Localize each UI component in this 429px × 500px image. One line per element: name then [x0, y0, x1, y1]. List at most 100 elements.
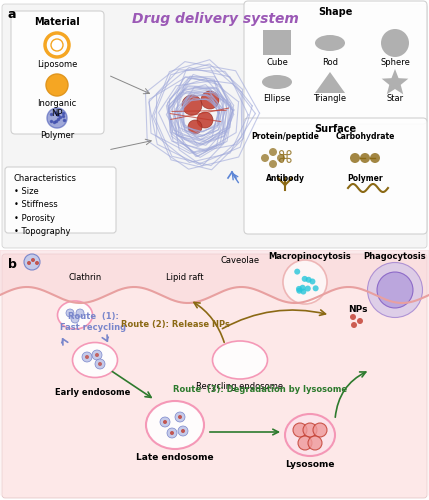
Text: Material: Material [34, 17, 80, 27]
FancyBboxPatch shape [2, 254, 427, 498]
Circle shape [24, 254, 40, 270]
Circle shape [351, 322, 357, 328]
Text: Clathrin: Clathrin [68, 273, 102, 282]
Ellipse shape [73, 342, 118, 378]
Ellipse shape [285, 414, 335, 456]
Circle shape [71, 315, 79, 323]
Circle shape [182, 95, 202, 115]
Circle shape [313, 423, 327, 437]
Text: Antibody: Antibody [266, 174, 305, 183]
FancyBboxPatch shape [2, 4, 427, 248]
Text: NPs: NPs [348, 305, 368, 314]
Text: ⌘: ⌘ [277, 149, 293, 167]
Text: Early endosome: Early endosome [55, 388, 130, 397]
Circle shape [197, 112, 213, 128]
Circle shape [167, 428, 177, 438]
Circle shape [51, 39, 63, 51]
Ellipse shape [57, 301, 93, 329]
Text: Macropinocytosis: Macropinocytosis [269, 252, 351, 261]
Circle shape [300, 288, 306, 294]
Circle shape [302, 276, 308, 282]
FancyBboxPatch shape [244, 1, 427, 124]
FancyBboxPatch shape [244, 118, 427, 234]
FancyBboxPatch shape [263, 30, 291, 55]
Text: b: b [8, 258, 17, 271]
Circle shape [360, 153, 370, 163]
Circle shape [293, 423, 307, 437]
Text: Route  (3): Degradation by lysosome: Route (3): Degradation by lysosome [173, 386, 347, 394]
Circle shape [377, 272, 413, 308]
Circle shape [269, 160, 277, 168]
Text: Recycling endosome: Recycling endosome [196, 382, 284, 391]
Polygon shape [382, 69, 408, 94]
FancyBboxPatch shape [5, 167, 116, 233]
Circle shape [76, 309, 84, 317]
Circle shape [305, 286, 311, 292]
Circle shape [313, 286, 319, 292]
Circle shape [277, 154, 285, 162]
Circle shape [31, 258, 35, 262]
Text: Polymer: Polymer [347, 174, 383, 183]
Circle shape [296, 288, 302, 294]
Text: Route (2): Release NPs: Route (2): Release NPs [121, 320, 230, 330]
Circle shape [201, 91, 219, 109]
Ellipse shape [146, 401, 204, 449]
Text: Characteristics
• Size
• Stiffness
• Porosity
• Topography: Characteristics • Size • Stiffness • Por… [14, 174, 77, 236]
Text: Carbohydrate: Carbohydrate [335, 132, 395, 141]
Circle shape [309, 278, 315, 284]
Ellipse shape [368, 262, 423, 318]
Text: Cube: Cube [266, 58, 288, 67]
Circle shape [175, 412, 185, 422]
Text: Drug delivery system: Drug delivery system [132, 12, 299, 26]
Circle shape [35, 261, 39, 265]
Circle shape [170, 431, 174, 435]
Circle shape [181, 429, 185, 433]
Circle shape [299, 284, 305, 290]
Circle shape [178, 415, 182, 419]
Text: Shape: Shape [318, 7, 352, 17]
Ellipse shape [262, 75, 292, 89]
Text: Liposome: Liposome [37, 60, 77, 69]
Circle shape [160, 417, 170, 427]
Circle shape [95, 359, 105, 369]
Text: Late endosome: Late endosome [136, 453, 214, 462]
Circle shape [92, 350, 102, 360]
Circle shape [350, 153, 360, 163]
Circle shape [188, 120, 202, 134]
Circle shape [98, 362, 102, 366]
Circle shape [305, 277, 311, 283]
Text: Sphere: Sphere [380, 58, 410, 67]
Circle shape [46, 74, 68, 96]
Ellipse shape [212, 341, 268, 379]
Text: Ellipse: Ellipse [263, 94, 291, 103]
Text: Inorganic
NP: Inorganic NP [37, 99, 77, 118]
FancyBboxPatch shape [11, 11, 104, 134]
Circle shape [294, 268, 300, 274]
Circle shape [95, 353, 99, 357]
Circle shape [82, 352, 92, 362]
Text: Lipid raft: Lipid raft [166, 273, 204, 282]
Ellipse shape [315, 35, 345, 51]
Circle shape [350, 314, 356, 320]
Text: Lysosome: Lysosome [285, 460, 335, 469]
Polygon shape [315, 72, 345, 93]
Text: Phagocytosis: Phagocytosis [364, 252, 426, 261]
Text: Protein/peptide: Protein/peptide [251, 132, 319, 141]
Text: a: a [8, 8, 16, 21]
Text: Star: Star [387, 94, 404, 103]
Text: Polymer: Polymer [40, 131, 74, 140]
Circle shape [296, 286, 302, 292]
Circle shape [357, 318, 363, 324]
Circle shape [66, 309, 74, 317]
Text: Caveolae: Caveolae [221, 256, 260, 265]
Circle shape [283, 260, 327, 304]
Circle shape [308, 436, 322, 450]
Circle shape [298, 436, 312, 450]
Circle shape [47, 108, 67, 128]
Circle shape [27, 261, 31, 265]
Circle shape [370, 153, 380, 163]
Text: Rod: Rod [322, 58, 338, 67]
Circle shape [261, 154, 269, 162]
Text: Route  (1):
Fast recycling: Route (1): Fast recycling [60, 312, 126, 332]
Text: Surface: Surface [314, 124, 356, 134]
